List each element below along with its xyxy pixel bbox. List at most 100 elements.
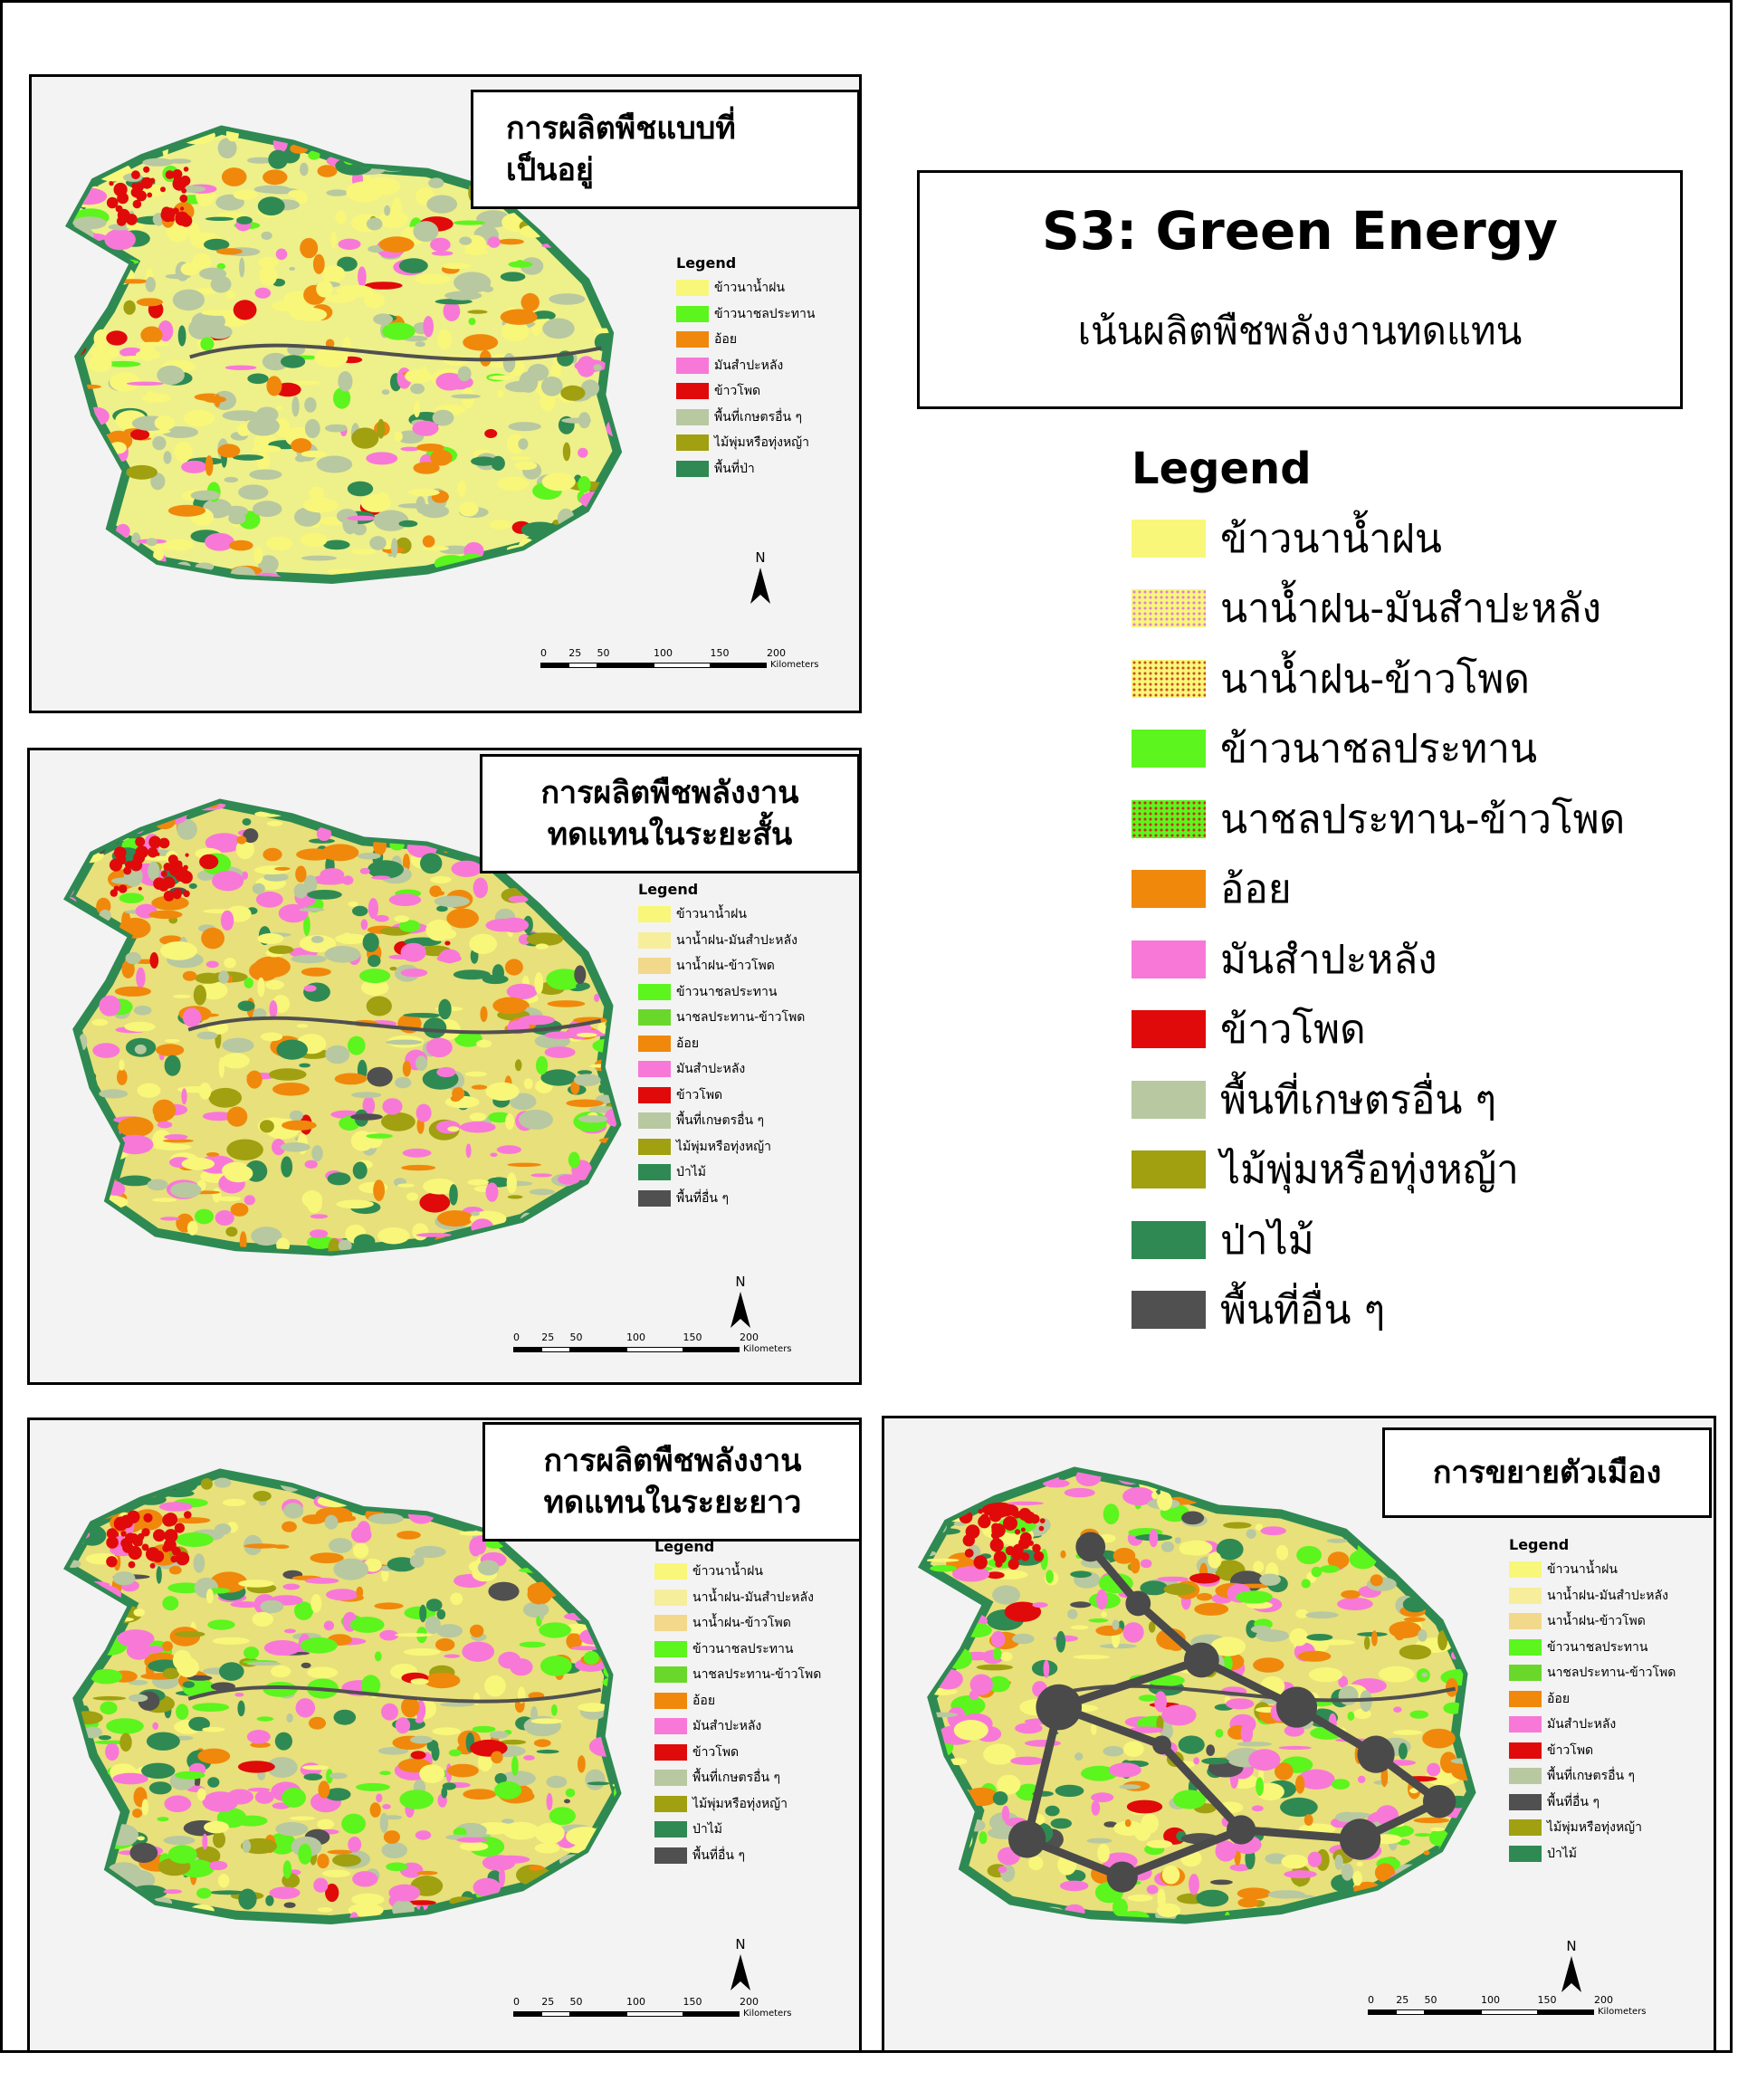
land-use-patch bbox=[1140, 1580, 1169, 1596]
land-use-patch bbox=[580, 379, 600, 397]
land-use-patch bbox=[193, 985, 206, 1006]
land-use-patch bbox=[401, 1696, 420, 1718]
land-use-patch bbox=[1073, 1655, 1110, 1660]
land-use-patch bbox=[403, 1013, 441, 1017]
land-use-patch bbox=[181, 1088, 187, 1105]
land-use-patch bbox=[236, 215, 253, 224]
land-use-patch bbox=[1201, 1757, 1229, 1765]
land-use-patch bbox=[132, 1809, 143, 1818]
river-line bbox=[1042, 1684, 1456, 1703]
legend-label: ไม้พุ่มหรือทุ่งหญ้า bbox=[714, 435, 809, 451]
land-use-patch bbox=[299, 907, 325, 912]
land-use-patch bbox=[327, 568, 358, 574]
land-use-patch bbox=[519, 1641, 546, 1648]
land-use-patch bbox=[244, 1543, 280, 1549]
land-use-patch bbox=[995, 1560, 1003, 1568]
land-use-patch bbox=[1161, 1865, 1180, 1885]
land-use-patch bbox=[199, 854, 219, 870]
land-use-patch bbox=[1357, 1775, 1366, 1783]
land-use-patch bbox=[454, 1030, 482, 1047]
land-use-patch bbox=[147, 192, 153, 198]
land-use-patch bbox=[1170, 1646, 1182, 1651]
land-use-patch bbox=[1091, 1800, 1101, 1816]
land-use-patch bbox=[123, 300, 136, 315]
legend-label: มันสำปะหลัง bbox=[714, 358, 784, 373]
land-use-patch bbox=[264, 435, 277, 441]
land-use-patch bbox=[194, 1577, 219, 1599]
land-use-patch bbox=[205, 1152, 220, 1157]
legend-label: ข้าวโพด bbox=[692, 1744, 740, 1760]
land-use-patch bbox=[317, 165, 338, 177]
land-use-patch bbox=[362, 932, 379, 952]
land-use-patch bbox=[506, 1172, 517, 1194]
land-use-patch bbox=[126, 381, 165, 386]
land-use-patch bbox=[379, 1812, 388, 1833]
land-use-patch bbox=[1046, 1570, 1054, 1583]
land-use-patch bbox=[116, 1134, 154, 1155]
land-use-patch bbox=[410, 1751, 426, 1760]
land-use-patch bbox=[142, 158, 174, 167]
land-use-patch bbox=[508, 422, 541, 432]
land-use-patch bbox=[473, 877, 488, 899]
land-use-patch bbox=[991, 1523, 1006, 1538]
land-use-patch bbox=[1255, 1523, 1264, 1531]
land-use-patch bbox=[526, 932, 563, 946]
legend-item: พื้นที่เกษตรอื่น ๆ bbox=[638, 1108, 805, 1134]
land-use-patch bbox=[252, 1611, 273, 1627]
scale-bar: 0 25 50 100 150 200 Kilometers bbox=[1368, 1994, 1647, 2017]
land-use-patch bbox=[164, 1529, 178, 1543]
land-use-patch bbox=[502, 353, 516, 373]
land-use-patch bbox=[276, 1039, 309, 1060]
land-use-patch bbox=[263, 169, 288, 186]
land-use-patch bbox=[1015, 1723, 1043, 1734]
legend-swatch bbox=[654, 1770, 687, 1787]
north-arrow-icon bbox=[731, 1292, 750, 1328]
land-use-patch bbox=[176, 1551, 190, 1566]
land-use-patch bbox=[137, 1083, 161, 1098]
land-use-patch bbox=[1305, 1611, 1339, 1619]
land-use-patch bbox=[407, 1900, 436, 1905]
land-use-patch bbox=[138, 886, 142, 891]
land-use-patch bbox=[1210, 1637, 1246, 1656]
land-use-patch bbox=[186, 1675, 213, 1681]
land-use-patch bbox=[140, 326, 163, 344]
land-use-patch bbox=[1020, 1527, 1026, 1532]
land-use-patch bbox=[1421, 1672, 1428, 1677]
land-use-patch bbox=[337, 256, 358, 272]
legend-label: พื้นที่อื่น ๆ bbox=[676, 1190, 729, 1206]
land-use-patch bbox=[1113, 1548, 1136, 1564]
land-use-patch bbox=[158, 837, 170, 849]
land-use-patch bbox=[163, 891, 175, 902]
land-use-patch bbox=[113, 1531, 119, 1537]
land-use-patch bbox=[1045, 1805, 1060, 1817]
land-use-patch bbox=[496, 1145, 522, 1154]
land-use-patch bbox=[419, 1192, 451, 1213]
land-use-patch bbox=[1413, 1817, 1450, 1824]
land-use-patch bbox=[281, 355, 306, 368]
land-use-patch bbox=[170, 1182, 202, 1198]
legend-swatch bbox=[1509, 1638, 1542, 1656]
land-use-patch bbox=[980, 1513, 989, 1522]
land-use-patch bbox=[289, 304, 317, 320]
land-use-patch bbox=[243, 828, 259, 844]
land-use-patch bbox=[450, 1592, 463, 1606]
land-use-patch bbox=[351, 1092, 382, 1099]
land-use-patch bbox=[459, 1841, 489, 1851]
land-use-patch bbox=[367, 178, 390, 196]
land-use-patch bbox=[1389, 1621, 1422, 1638]
land-use-patch bbox=[587, 1781, 610, 1786]
land-use-patch bbox=[216, 212, 245, 219]
main-legend: Legend ข้าวนาน้ำฝน นาน้ำฝน-มันสำปะหลัง นาน… bbox=[1132, 444, 1625, 1345]
land-use-patch bbox=[90, 1668, 123, 1685]
land-use-patch bbox=[1138, 1694, 1157, 1702]
land-use-patch bbox=[400, 446, 420, 452]
land-use-patch bbox=[1043, 1659, 1050, 1678]
land-use-patch bbox=[1399, 1742, 1408, 1760]
land-use-patch bbox=[179, 194, 188, 203]
land-use-patch bbox=[202, 1833, 208, 1850]
land-use-patch bbox=[533, 1739, 551, 1748]
land-use-patch bbox=[167, 158, 192, 164]
land-use-patch bbox=[316, 455, 353, 473]
legend-item: อ้อย bbox=[654, 1688, 821, 1714]
legend-item: พื้นที่อื่น ๆ bbox=[638, 1186, 805, 1212]
